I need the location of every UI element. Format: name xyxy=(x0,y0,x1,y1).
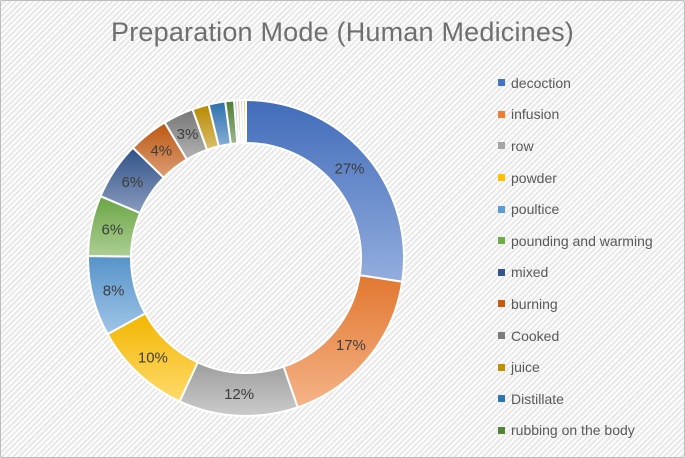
legend-label: burning xyxy=(511,295,558,312)
legend-item-juice: juice xyxy=(498,351,684,383)
legend-marker-icon xyxy=(498,110,505,118)
slice-label-poultice: 8% xyxy=(103,283,125,300)
legend-item-poultice: poultice xyxy=(498,193,684,225)
legend-label: Distillate xyxy=(511,390,564,407)
legend-label: pounding and warming xyxy=(511,232,653,249)
legend-item-infusion: infusion xyxy=(498,99,684,131)
slice-label-pounding-and-warming: 6% xyxy=(102,221,124,238)
legend-item-mixed: mixed xyxy=(498,257,684,289)
legend-marker-icon xyxy=(498,395,505,403)
legend-label: rubbing on the body xyxy=(511,422,635,439)
chart-legend: decoction infusion row powder poultice poundi… xyxy=(498,67,684,447)
legend-marker-icon xyxy=(498,205,505,213)
legend-label: poultice xyxy=(511,201,560,218)
legend-item-row: row xyxy=(498,130,684,162)
legend-item-pounding-and-warming: pounding and warming xyxy=(498,225,684,257)
legend-label: row xyxy=(511,137,534,154)
legend-label: infusion xyxy=(511,106,560,123)
legend-item-rubbing-on-the-body: rubbing on the body xyxy=(498,415,684,447)
legend-label: powder xyxy=(511,169,557,186)
slice-label-powder: 10% xyxy=(138,349,168,366)
legend-marker-icon xyxy=(498,363,505,371)
slice-label-cooked: 3% xyxy=(177,126,199,143)
legend-item-decoction: decoction xyxy=(498,67,684,99)
slice-label-burning: 4% xyxy=(150,142,172,159)
legend-marker-icon xyxy=(498,332,505,340)
legend-label: juice xyxy=(511,359,540,376)
legend-label: decoction xyxy=(511,74,571,91)
chart-title: Preparation Mode (Human Medicines) xyxy=(110,17,574,47)
legend-marker-icon xyxy=(498,268,505,276)
donut-slice xyxy=(242,99,247,145)
slice-label-infusion: 17% xyxy=(336,337,366,354)
legend-item-distillate: Distillate xyxy=(498,383,684,415)
slice-label-decoction: 27% xyxy=(334,161,364,178)
slice-label-mixed: 6% xyxy=(122,174,144,191)
legend-item-burning: burning xyxy=(498,288,684,320)
legend-marker-icon xyxy=(498,142,505,150)
legend-marker-icon xyxy=(498,300,505,308)
slice-label-row: 12% xyxy=(224,386,254,403)
legend-marker-icon xyxy=(498,426,505,434)
legend-item-powder: powder xyxy=(498,162,684,194)
legend-marker-icon xyxy=(498,237,505,245)
legend-label: Cooked xyxy=(511,327,560,344)
legend-marker-icon xyxy=(498,79,505,87)
donut-slice-decoction xyxy=(245,99,405,283)
donut-slices: 27% 17% 12% 10% 8% 6% 6% 4% 3% xyxy=(87,99,405,417)
legend-item-cooked: Cooked xyxy=(498,320,684,352)
legend-marker-icon xyxy=(498,174,505,182)
legend-label: mixed xyxy=(511,264,549,281)
